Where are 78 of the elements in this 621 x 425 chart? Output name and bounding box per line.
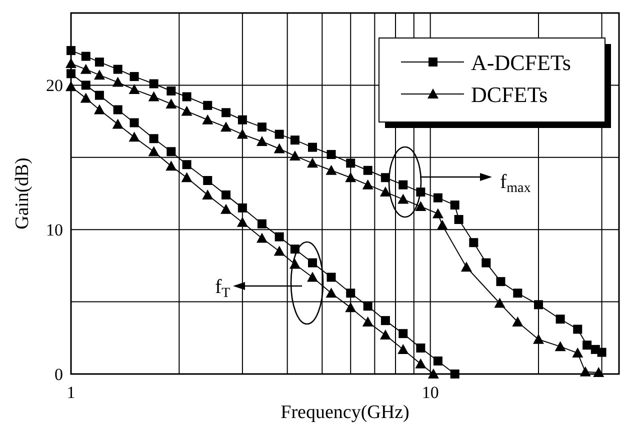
point <box>113 64 122 74</box>
point <box>433 356 442 366</box>
point <box>236 216 248 227</box>
point <box>257 122 266 132</box>
point <box>94 104 105 114</box>
point <box>308 142 318 152</box>
point <box>256 232 268 243</box>
x-axis-title: Frequency(GHz) <box>280 402 410 423</box>
point <box>289 150 300 160</box>
point <box>202 114 214 124</box>
point <box>416 344 426 353</box>
point <box>326 272 336 282</box>
point <box>112 76 124 87</box>
point <box>398 344 409 354</box>
point <box>236 128 248 139</box>
point <box>290 136 300 145</box>
point <box>346 158 356 168</box>
point <box>326 288 337 298</box>
point <box>257 219 266 228</box>
point <box>415 358 426 368</box>
point <box>148 91 160 102</box>
point <box>398 180 408 190</box>
annotation: f$_{T}$ <box>215 276 231 302</box>
y-axis-title: Gain(dB) <box>12 158 33 230</box>
point <box>398 329 408 338</box>
annotation: f$_{max}$ <box>500 171 531 196</box>
point <box>398 194 409 204</box>
legend-label: A-DCFETs <box>471 50 571 75</box>
point <box>432 208 444 218</box>
point <box>346 288 356 298</box>
point <box>593 367 604 378</box>
x-tick-label: 1 <box>66 383 76 402</box>
point <box>220 122 232 132</box>
point <box>345 302 356 312</box>
point <box>363 302 372 311</box>
y-tick-label: 10 <box>46 220 63 240</box>
point <box>415 200 426 211</box>
point <box>256 136 268 146</box>
point <box>148 146 160 156</box>
point <box>433 193 442 202</box>
point <box>202 189 214 200</box>
point <box>166 98 177 108</box>
point <box>274 143 285 154</box>
point <box>380 186 391 197</box>
point <box>362 316 374 327</box>
y-tick-label: 0 <box>54 365 63 384</box>
point <box>345 172 356 182</box>
point <box>238 203 247 212</box>
point <box>238 115 247 124</box>
point <box>166 147 176 156</box>
point <box>112 118 124 129</box>
point <box>149 79 158 88</box>
point <box>94 90 104 100</box>
point <box>220 204 232 214</box>
point <box>222 190 231 200</box>
point <box>149 134 158 144</box>
point <box>363 166 372 175</box>
point <box>222 108 231 118</box>
point <box>380 316 390 326</box>
point <box>166 86 176 96</box>
point <box>113 105 122 114</box>
y-tick-label: 20 <box>46 76 63 96</box>
legend-label: DCFETs <box>471 82 548 107</box>
point <box>203 100 212 110</box>
point <box>274 130 284 139</box>
point <box>307 158 318 168</box>
point <box>307 272 318 282</box>
point <box>380 330 391 340</box>
point <box>274 246 285 256</box>
point <box>362 179 374 190</box>
point <box>308 258 318 268</box>
point <box>166 160 177 171</box>
point <box>94 58 104 67</box>
point <box>203 176 212 186</box>
point <box>326 150 336 160</box>
point <box>94 70 105 80</box>
point <box>326 164 337 175</box>
point <box>274 232 284 242</box>
